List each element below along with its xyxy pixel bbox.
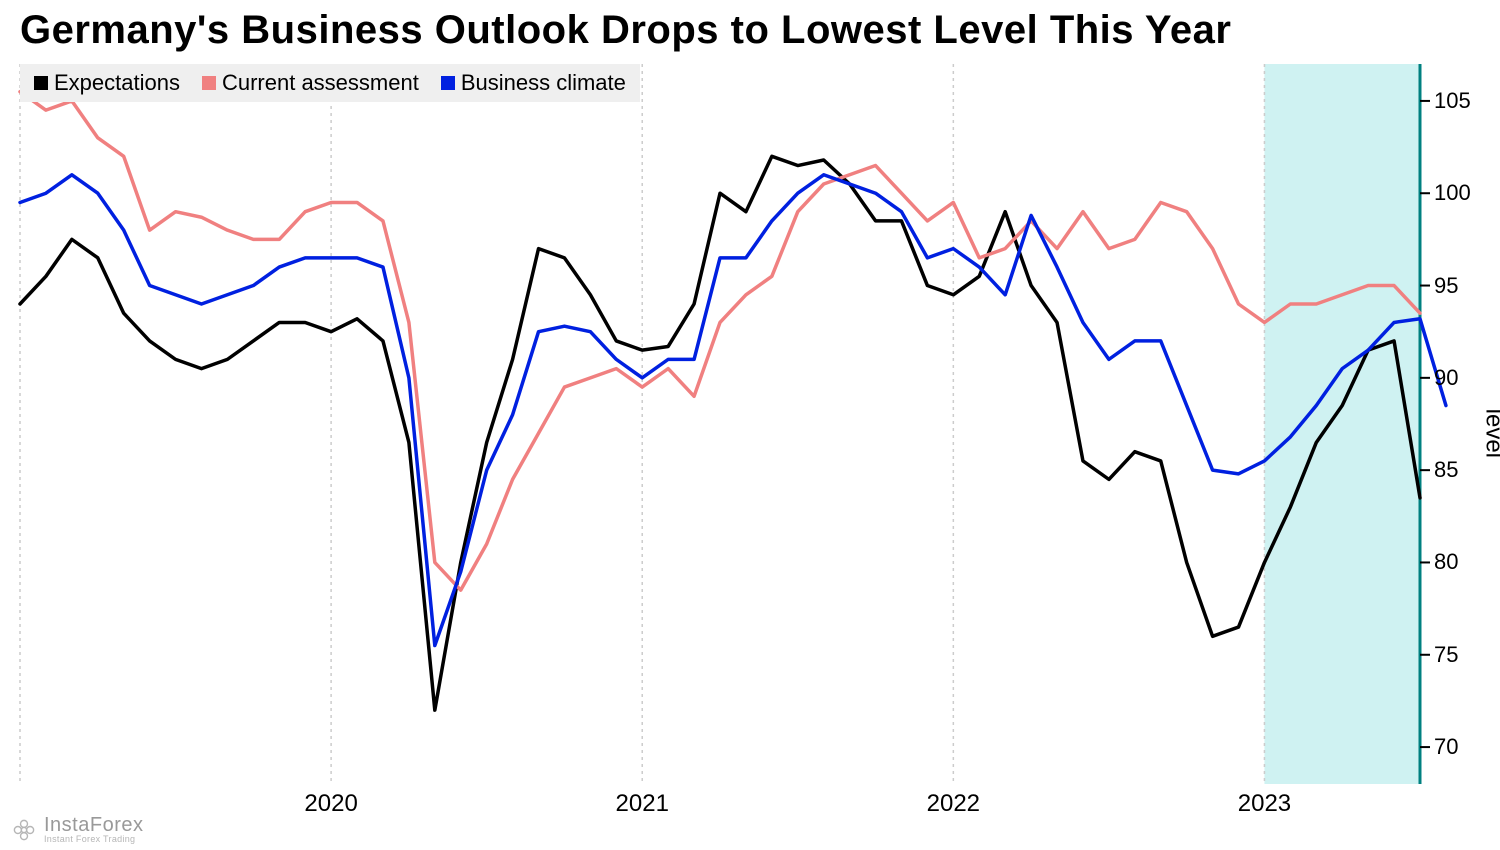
y-tick-label: 100 [1434, 180, 1471, 206]
y-tick-label: 105 [1434, 88, 1471, 114]
watermark-main: InstaForex [44, 815, 143, 835]
watermark-logo-icon [10, 816, 38, 844]
plot-area [20, 64, 1420, 784]
y-tick-label: 70 [1434, 734, 1458, 760]
legend: Expectations Current assessment Business c… [20, 64, 640, 102]
y-tick-label: 80 [1434, 549, 1458, 575]
y-axis-title: Index level [1479, 409, 1500, 468]
x-tick-label: 2023 [1238, 790, 1291, 818]
highlight-band [1264, 64, 1420, 784]
x-tick-label: 2020 [304, 790, 357, 818]
x-tick-label: 2022 [927, 790, 980, 818]
y-tick-label: 95 [1434, 273, 1458, 299]
legend-swatch [202, 76, 216, 90]
legend-label: Current assessment [222, 70, 419, 96]
legend-swatch [441, 76, 455, 90]
plot-svg [20, 64, 1420, 784]
y-tick-label: 90 [1434, 365, 1458, 391]
series-line [20, 92, 1420, 590]
x-tick-label: 2021 [616, 790, 669, 818]
legend-swatch [34, 76, 48, 90]
series-line [20, 175, 1446, 646]
chart-container: Germany's Business Outlook Drops to Lowe… [0, 0, 1500, 850]
series-line [20, 156, 1420, 710]
chart-title: Germany's Business Outlook Drops to Lowe… [20, 8, 1231, 53]
legend-label: Expectations [54, 70, 180, 96]
legend-label: Business climate [461, 70, 626, 96]
y-tick-label: 85 [1434, 457, 1458, 483]
legend-item: Business climate [441, 70, 626, 96]
y-tick-label: 75 [1434, 642, 1458, 668]
legend-item: Expectations [34, 70, 180, 96]
watermark-sub: Instant Forex Trading [44, 835, 143, 844]
legend-item: Current assessment [202, 70, 419, 96]
watermark: InstaForex Instant Forex Trading [10, 815, 143, 844]
